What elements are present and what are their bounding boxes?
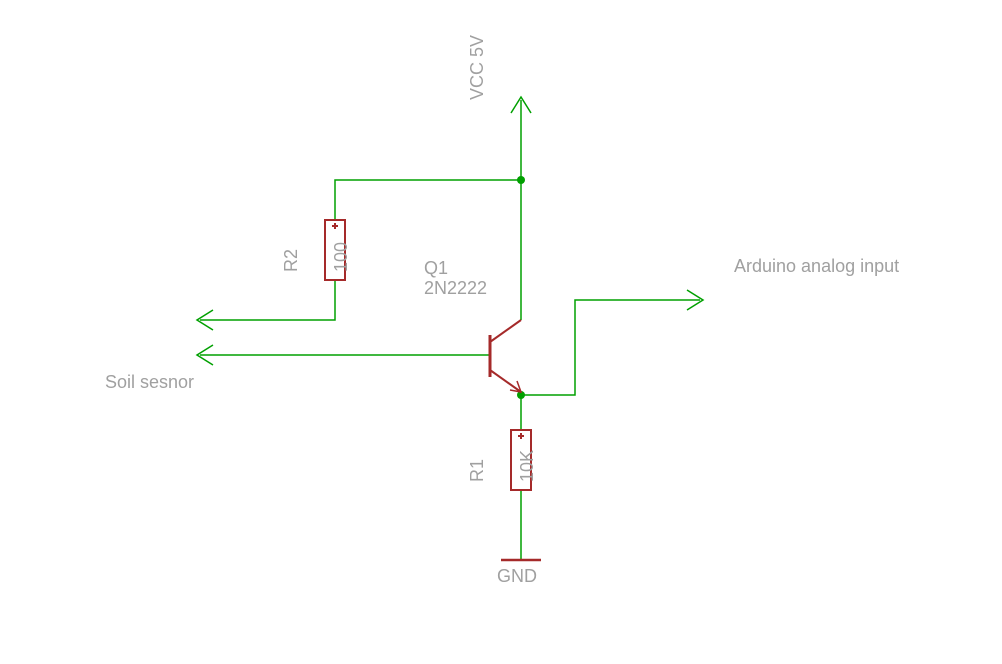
vcc-label: VCC 5V <box>467 35 488 100</box>
r1-value-label: 10K <box>517 450 538 482</box>
wire <box>200 280 335 320</box>
schematic-canvas: VCC 5V Q1 2N2222 R2 100 R1 10K GND Soil … <box>0 0 1002 664</box>
arduino-input-label: Arduino analog input <box>734 256 899 277</box>
schematic-svg <box>0 0 1002 664</box>
transistor-q1-icon <box>490 320 521 392</box>
wire <box>521 300 700 395</box>
r2-name-label: R2 <box>281 249 302 272</box>
r1-name-label: R1 <box>467 459 488 482</box>
junction <box>517 176 525 184</box>
soil-sensor-label: Soil sesnor <box>105 372 194 393</box>
r2-value-label: 100 <box>331 242 352 272</box>
gnd-label: GND <box>497 566 537 587</box>
q1-name-label: Q1 <box>424 258 448 279</box>
q1-part-label: 2N2222 <box>424 278 487 299</box>
wire <box>335 180 521 220</box>
